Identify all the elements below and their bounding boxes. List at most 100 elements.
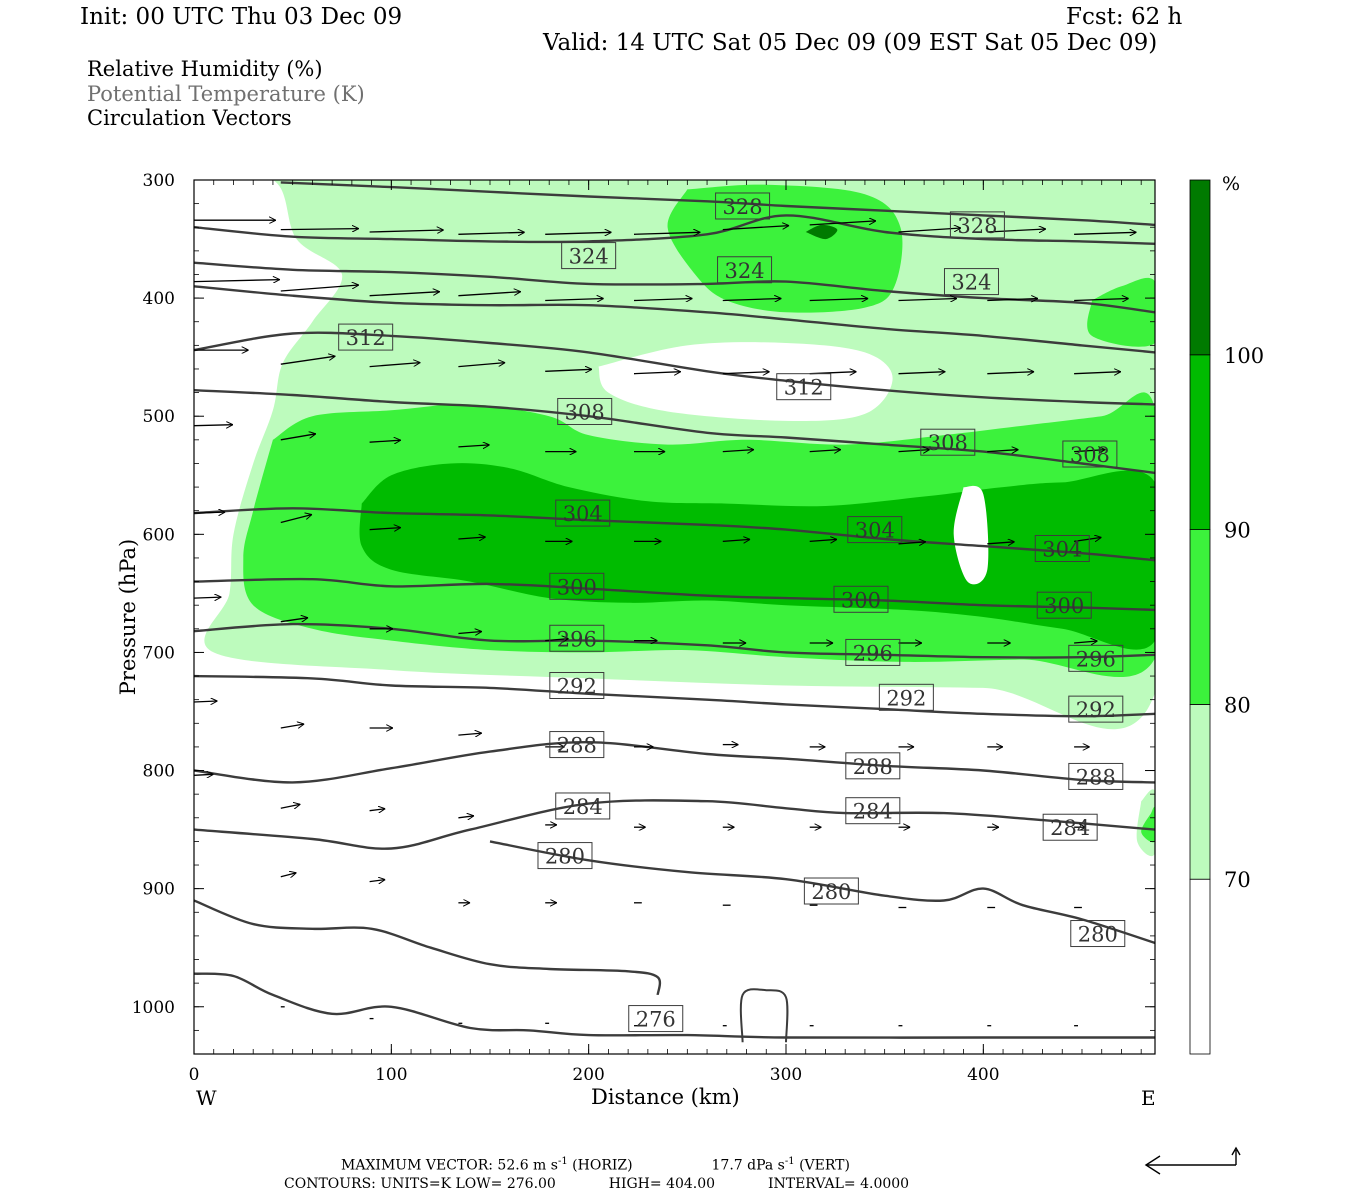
circulation-vector xyxy=(633,372,681,374)
rh-region-80-5 xyxy=(1141,806,1155,843)
contour-label-304: 304 xyxy=(1034,534,1090,562)
y-tick-label: 400 xyxy=(143,289,175,309)
colorbar-swatch xyxy=(1189,179,1211,356)
y-tick-label: 500 xyxy=(143,407,175,427)
colorbar-swatch xyxy=(1189,529,1211,705)
y-tick-label: 600 xyxy=(143,525,175,545)
theta-contour-276-cell xyxy=(739,988,789,1043)
legend-relative-humidity: Relative Humidity (%) xyxy=(87,57,323,81)
valid-time: Valid: 14 UTC Sat 05 Dec 09 (09 EST Sat … xyxy=(543,30,1158,56)
circulation-vector xyxy=(809,299,869,301)
x-axis-label: Distance (km) xyxy=(591,1085,740,1109)
circulation-vector xyxy=(987,542,1014,544)
x-tick-label: 100 xyxy=(375,1065,407,1085)
circulation-vector xyxy=(722,299,782,301)
circulation-vector xyxy=(280,356,336,365)
circulation-vector xyxy=(280,724,304,729)
x-end-label-west: W xyxy=(196,1086,217,1110)
contour-label-text: 288 xyxy=(853,755,893,779)
circulation-vector xyxy=(1074,372,1121,374)
contour-label-288: 288 xyxy=(549,731,605,759)
contour-label-text: 308 xyxy=(1070,443,1110,467)
theta-contour-312 xyxy=(194,331,1155,406)
theta-contour-320 xyxy=(194,285,1155,354)
circulation-vector xyxy=(987,299,1038,301)
contour-label-text: 304 xyxy=(563,502,603,526)
contour-label-text: 296 xyxy=(1076,647,1116,671)
circulation-vector xyxy=(545,639,568,641)
circulation-vector xyxy=(898,299,958,301)
theta-contour-280 xyxy=(489,840,1155,945)
contour-label-308: 308 xyxy=(1062,440,1118,468)
colorbar-swatch xyxy=(1189,354,1211,530)
contour-label-text: 312 xyxy=(346,326,386,350)
contour-label-text: 300 xyxy=(1044,594,1084,618)
y-tick-label: 800 xyxy=(143,762,175,782)
x-tick-label: 0 xyxy=(189,1065,200,1085)
circulation-vector xyxy=(369,440,401,442)
circulation-vector xyxy=(280,804,301,808)
plot-frame xyxy=(193,179,1156,1055)
rh-hole-2 xyxy=(953,485,989,585)
contour-label-296: 296 xyxy=(549,624,605,652)
contours-text: CONTOURS: UNITS=K LOW= 276.00 xyxy=(284,1176,556,1192)
theta-contour-304 xyxy=(194,507,1155,562)
circulation-vector xyxy=(458,816,474,818)
contour-label-328: 328 xyxy=(949,211,1005,239)
contour-label-text: 284 xyxy=(1050,816,1090,840)
circulation-vector xyxy=(458,292,520,297)
contour-label-text: 284 xyxy=(563,795,603,819)
colorbar-unit: % xyxy=(1222,173,1240,195)
relative-humidity-fill xyxy=(194,180,1155,857)
circulation-vector xyxy=(545,369,592,371)
contour-label-text: 296 xyxy=(557,627,597,651)
colorbar-swatch xyxy=(1189,704,1211,880)
circulation-vector xyxy=(369,230,444,232)
contour-label-280: 280 xyxy=(803,877,859,905)
contour-label-text: 324 xyxy=(725,259,765,283)
contour-label-text: 292 xyxy=(557,675,597,699)
vert-value-text: 17.7 dPa s xyxy=(711,1157,785,1174)
circulation-vector xyxy=(722,372,770,374)
x-end-label-east: E xyxy=(1141,1086,1156,1110)
contour-label-324: 324 xyxy=(717,256,773,284)
theta-contour-276 xyxy=(194,972,1155,1039)
y-axis-label: Pressure (hPa) xyxy=(116,538,140,696)
unit-superscript: -1 xyxy=(557,1156,568,1167)
rh-region-80-3 xyxy=(667,184,903,313)
x-tick-label: 200 xyxy=(572,1065,604,1085)
footer-contours: CONTOURS: UNITS=K LOW= 276.00 HIGH= 404.… xyxy=(284,1176,909,1192)
contour-label-text: 280 xyxy=(811,880,851,904)
contour-label-280: 280 xyxy=(537,842,593,870)
circulation-vector xyxy=(458,232,524,234)
circulation-vector xyxy=(369,528,401,530)
contour-label-text: 284 xyxy=(853,800,893,824)
circulation-vector xyxy=(458,632,481,634)
circulation-vector xyxy=(545,232,611,234)
circulation-vector xyxy=(458,445,489,447)
contour-label-text: 300 xyxy=(557,575,597,599)
theta-contour-280 xyxy=(194,899,662,996)
colorbar-level-label: 80 xyxy=(1224,693,1251,717)
contour-label-text: 296 xyxy=(853,641,893,665)
colorbar: 70 80 90 100% xyxy=(1189,173,1264,1055)
contour-label-312: 312 xyxy=(776,373,832,401)
circulation-vector xyxy=(369,880,386,882)
circulation-vector xyxy=(194,597,221,598)
theta-contour-284 xyxy=(194,799,1155,850)
circulation-vector xyxy=(458,733,481,735)
circulation-vector xyxy=(1074,299,1129,301)
contour-label-300: 300 xyxy=(1036,591,1092,619)
contour-label-text: 280 xyxy=(545,845,585,869)
circulation-vector xyxy=(1074,232,1136,234)
circulation-vector xyxy=(194,512,225,513)
circulation-vector xyxy=(898,372,946,374)
rh-hole-1 xyxy=(598,342,893,422)
max-vector-text: MAXIMUM VECTOR: 52.6 m s xyxy=(341,1157,558,1174)
contour-label-text: 288 xyxy=(557,734,597,758)
contour-label-text: 324 xyxy=(951,271,991,295)
circulation-vector xyxy=(194,774,214,775)
circulation-vector xyxy=(369,363,421,368)
contour-label-text: 304 xyxy=(855,519,895,543)
rh-region-80-4 xyxy=(1087,277,1155,347)
